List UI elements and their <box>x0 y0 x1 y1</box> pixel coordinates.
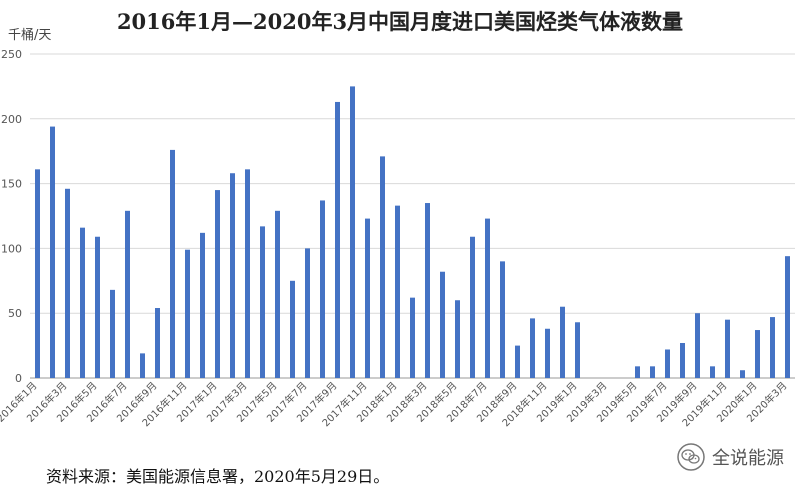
bar <box>65 188 70 378</box>
watermark: 全说能源 <box>676 442 784 472</box>
x-tick-labels: 2016年1月2016年3月2016年5月2016年7月2016年9月2016年… <box>0 379 790 429</box>
y-tick-label: 250 <box>1 48 22 61</box>
source-note: 资料来源：美国能源信息署，2020年5月29日。 <box>46 467 390 486</box>
bar <box>245 169 250 378</box>
bar <box>290 280 295 378</box>
bar <box>110 289 115 378</box>
bar <box>755 330 760 378</box>
y-tick-label: 0 <box>15 372 22 385</box>
bar <box>545 328 550 378</box>
bar <box>680 343 685 378</box>
bar <box>470 236 475 378</box>
bar <box>380 156 385 378</box>
bar <box>740 370 745 378</box>
bar <box>35 169 40 378</box>
bar <box>530 318 535 378</box>
bars <box>35 86 790 379</box>
bar <box>140 353 145 378</box>
bar <box>485 218 490 378</box>
bar <box>650 366 655 378</box>
y-axis-unit-label: 千桶/天 <box>8 28 52 43</box>
bar <box>575 322 580 378</box>
bar <box>770 317 775 378</box>
gridlines <box>30 53 795 314</box>
y-tick-labels: 0 50 100 150 200 250 <box>1 48 22 385</box>
bar <box>80 227 85 378</box>
bar <box>170 149 175 378</box>
bar <box>695 313 700 378</box>
chart-title: 2016年1月—2020年3月中国月度进口美国烃类气体液数量 <box>116 9 684 34</box>
bar <box>500 261 505 378</box>
y-tick-label: 100 <box>1 242 22 255</box>
bar <box>185 249 190 378</box>
bar <box>50 126 55 379</box>
bar <box>665 349 670 378</box>
bar <box>635 366 640 378</box>
bar <box>710 366 715 378</box>
y-tick-label: 200 <box>1 113 22 126</box>
bar <box>320 200 325 378</box>
bar <box>440 271 445 378</box>
bar <box>200 232 205 378</box>
bar <box>215 190 220 378</box>
bar <box>395 205 400 378</box>
bar <box>155 308 160 378</box>
wechat-logo-icon <box>677 443 705 471</box>
bar <box>410 297 415 378</box>
watermark-text: 全说能源 <box>712 448 784 469</box>
y-tick-label: 150 <box>1 178 22 191</box>
bar <box>335 101 340 379</box>
bar <box>455 300 460 378</box>
bar <box>515 345 520 378</box>
bar <box>275 210 280 378</box>
bar <box>425 203 430 378</box>
bar <box>305 248 310 378</box>
y-tick-label: 50 <box>8 307 22 320</box>
bar <box>725 319 730 378</box>
bar <box>95 236 100 378</box>
bar <box>365 218 370 378</box>
bar <box>230 173 235 378</box>
bar <box>785 256 790 378</box>
bar <box>560 306 565 378</box>
bar <box>125 210 130 378</box>
bar <box>260 226 265 378</box>
bar <box>350 86 355 379</box>
